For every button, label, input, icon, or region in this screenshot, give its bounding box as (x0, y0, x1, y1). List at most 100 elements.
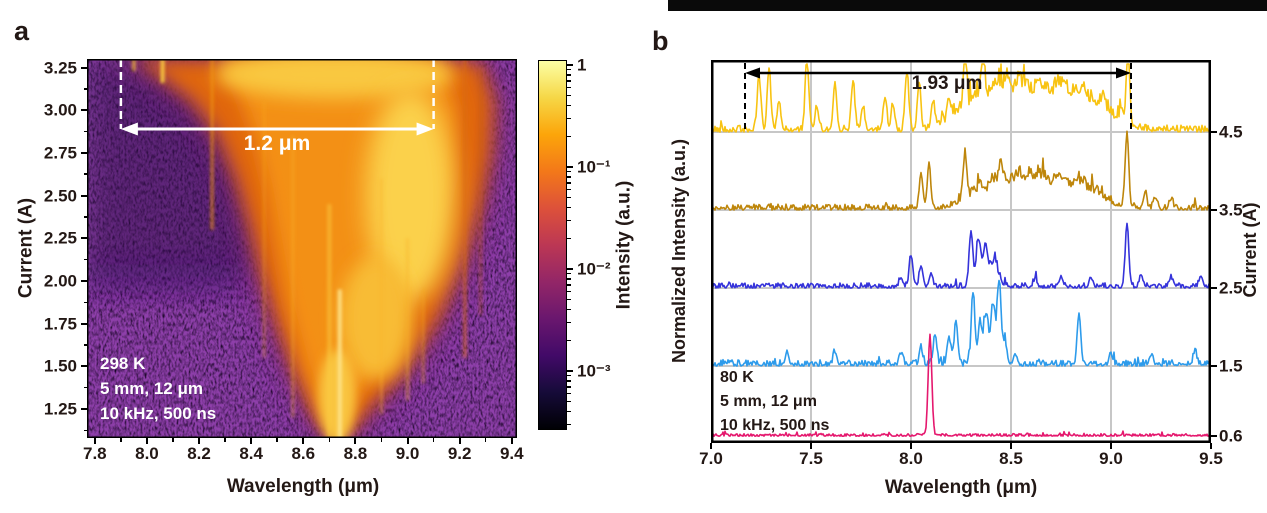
x-axis-tick (145, 438, 148, 444)
x-axis-tick (710, 443, 712, 449)
panel-b-ylabel-right: Current (A) (1240, 202, 1260, 298)
panel-b-annotation-line: 5 mm, 12 μm (720, 393, 817, 410)
colorbar-major-tick (567, 268, 573, 270)
colorbar-minor-tick (567, 86, 571, 89)
y-axis-minor-tick (83, 386, 87, 389)
x-axis-minor-tick (328, 438, 331, 442)
heatmap-streak (132, 59, 136, 71)
colorbar-minor-tick (567, 374, 571, 377)
colorbar-minor-tick (567, 74, 571, 76)
colorbar-minor-tick (567, 80, 571, 82)
heatmap-frame (87, 59, 517, 438)
arrow-head-left-icon (745, 67, 760, 79)
y-axis-minor-tick (83, 216, 87, 218)
x-axis-minor-tick (380, 438, 383, 442)
y-axis-tick (81, 237, 87, 240)
spectra-plot (711, 60, 1211, 443)
right-tick-label: 2.5 (1219, 278, 1243, 298)
heatmap-streak (262, 101, 266, 358)
y-tick-label: 2.75 (43, 143, 77, 163)
colorbar-minor-tick (567, 117, 571, 120)
colorbar-tick-label: 1 (577, 55, 587, 75)
heatmap-streak (406, 238, 410, 401)
right-tick-label: 3.5 (1219, 200, 1243, 220)
x-axis-tick (810, 443, 812, 449)
right-tick-label: 1.5 (1219, 356, 1243, 376)
x-axis-tick (510, 438, 513, 444)
colorbar-major-tick (567, 166, 573, 168)
colorbar-minor-tick (567, 410, 571, 413)
colorbar-minor-tick (567, 386, 571, 388)
colorbar-minor-tick (567, 392, 571, 395)
y-axis-minor-tick (83, 173, 87, 175)
heatmap-streak (291, 135, 295, 418)
y-axis-minor-tick (83, 130, 87, 133)
x-axis-tick (1010, 443, 1012, 449)
colorbar-minor-tick (567, 104, 571, 107)
y-tick-label: 1.50 (43, 356, 77, 376)
spectra-trace-3.5A (711, 130, 1211, 211)
x-tick-label: 8.4 (239, 444, 263, 463)
right-tick-label: 0.6 (1219, 426, 1243, 446)
panel-b-span-label: 1.93 μm (911, 73, 983, 94)
x-tick-label: 7.5 (799, 449, 823, 468)
y-axis-tick (81, 66, 87, 69)
colorbar (538, 60, 567, 430)
right-axis-tick (1211, 435, 1217, 438)
right-axis-tick (1211, 365, 1217, 367)
x-tick-label: 8.0 (899, 449, 923, 468)
x-axis-minor-tick (432, 438, 435, 442)
colorbar-major-tick (567, 370, 573, 372)
heatmap-streak (379, 178, 383, 415)
x-axis-tick (458, 438, 461, 444)
colorbar-minor-tick (567, 219, 571, 222)
panel-b-label: b (652, 26, 669, 56)
x-tick-label: 8.5 (999, 449, 1023, 468)
x-tick-label: 9.0 (395, 444, 420, 463)
colorbar-minor-tick (567, 400, 571, 403)
heatmap-emission-core (339, 257, 413, 380)
y-tick-label: 1.25 (43, 399, 77, 419)
colorbar-label: Intensity (a.u.) (613, 180, 635, 310)
colorbar-tick-label: 10⁻² (577, 259, 611, 279)
heatmap-streak (421, 289, 425, 384)
heatmap-image (87, 59, 517, 438)
heatmap-emission-core (365, 89, 455, 302)
y-axis-minor-tick (83, 258, 87, 261)
y-axis-tick (81, 151, 87, 154)
y-tick-label: 3.00 (43, 100, 77, 120)
colorbar-minor-tick (567, 135, 571, 138)
x-axis-tick (354, 438, 357, 444)
panel-b-annotation-line: 10 kHz, 500 ns (720, 417, 830, 434)
y-axis-tick (81, 109, 87, 112)
colorbar-minor-tick (567, 237, 571, 240)
x-axis-minor-tick (484, 438, 487, 442)
heatmap-emission-core (214, 59, 455, 99)
x-axis-tick (406, 438, 409, 444)
colorbar-major-tick (567, 64, 573, 66)
colorbar-minor-tick (567, 321, 571, 324)
colorbar-minor-tick (567, 290, 571, 293)
colorbar-minor-tick (567, 94, 571, 97)
right-axis-tick (1211, 287, 1217, 289)
x-axis-tick (910, 443, 912, 449)
colorbar-minor-tick (567, 68, 571, 71)
panel-a-annotation-line: 298 K (100, 354, 146, 373)
x-tick-label: 8.8 (343, 444, 368, 463)
heatmap-noise-band (87, 263, 239, 293)
panel-b-xlabel: Wavelength (μm) (884, 477, 1038, 498)
y-tick-label: 2.50 (43, 186, 77, 206)
colorbar-minor-tick (567, 380, 571, 382)
colorbar-minor-tick (567, 272, 571, 275)
x-tick-label: 9.5 (1199, 449, 1223, 468)
x-axis-minor-tick (276, 438, 278, 442)
y-axis-tick (81, 322, 87, 325)
panel-b-ylabel-left: Normalized Intensity (a.u.) (669, 138, 689, 364)
heatmap-streak (462, 59, 467, 358)
spectra-trace-2.5A (711, 222, 1211, 289)
panel-a-ylabel: Current (A) (15, 197, 37, 299)
x-tick-label: 9.2 (447, 444, 472, 463)
y-axis-minor-tick (83, 344, 87, 346)
arrow-head-right-icon (416, 122, 434, 136)
